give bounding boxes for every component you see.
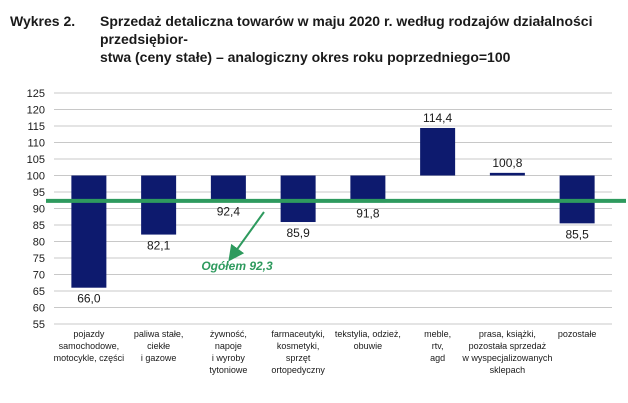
y-tick-label: 80 (33, 237, 45, 249)
title-line-2: stwa (ceny stałe) – analogiczny okres ro… (100, 49, 511, 65)
y-tick-label: 85 (33, 220, 45, 232)
y-tick-label: 105 (27, 154, 45, 166)
category-label: samochodowe, (59, 341, 120, 351)
category-label: kosmetyki, (277, 341, 320, 351)
category-label: pozostałe (558, 329, 597, 339)
category-label: sklepach (490, 365, 526, 375)
category-label: i wyroby (212, 353, 246, 363)
y-tick-label: 65 (33, 286, 45, 298)
category-label: pojazdy (73, 329, 105, 339)
data-label: 114,4 (423, 111, 452, 125)
bar (210, 175, 246, 201)
y-tick-label: 55 (33, 319, 45, 331)
category-label: tekstylia, odzież, (335, 329, 401, 339)
data-label: 66,0 (77, 292, 101, 306)
y-tick-label: 60 (33, 303, 45, 315)
category-label: ciekłe (147, 341, 170, 351)
average-arrow (228, 211, 265, 262)
category-label: napoje (215, 341, 242, 351)
bar (350, 175, 386, 203)
category-label: paliwa stałe, (134, 329, 184, 339)
y-tick-label: 70 (33, 270, 45, 282)
y-tick-label: 120 (27, 105, 45, 117)
data-label: 92,4 (217, 205, 241, 219)
category-label: pozostała sprzedaż (469, 341, 547, 351)
category-label: i gazowe (141, 353, 177, 363)
data-label: 85,5 (565, 227, 589, 241)
category-label: w wyspecjalizowanych (461, 353, 552, 363)
y-tick-label: 75 (33, 253, 45, 265)
average-label: Ogółem 92,3 (201, 259, 273, 273)
category-label: motocykle, części (54, 353, 125, 363)
data-label: 100,8 (492, 156, 522, 170)
category-label: agd (430, 353, 445, 363)
category-label: rtv, (432, 341, 444, 351)
bar (141, 175, 177, 235)
y-tick-label: 110 (27, 138, 45, 150)
bar (71, 175, 107, 288)
data-label: 91,8 (356, 207, 380, 221)
category-label: żywność, (210, 329, 247, 339)
category-label: farmaceutyki, (271, 329, 325, 339)
y-tick-label: 90 (33, 204, 45, 216)
y-tick-label: 115 (27, 121, 45, 133)
category-label: sprzęt (286, 353, 311, 363)
figure-label: Wykres 2. (10, 13, 76, 29)
category-label: meble, (424, 329, 451, 339)
bar (420, 127, 456, 176)
bar (280, 175, 316, 223)
bar (489, 172, 525, 176)
y-tick-label: 100 (27, 171, 45, 183)
category-label: obuwie (354, 341, 383, 351)
category-label: ortopedyczny (271, 365, 325, 375)
data-label: 82,1 (147, 239, 171, 253)
chart-title: Wykres 2. Sprzedaż detaliczna towarów w … (10, 12, 620, 66)
title-line-1: Sprzedaż detaliczna towarów w maju 2020 … (100, 13, 593, 47)
y-tick-label: 95 (33, 187, 45, 199)
data-label: 85,9 (286, 226, 310, 240)
y-tick-label: 125 (27, 88, 45, 100)
category-label: prasa, książki, (479, 329, 536, 339)
category-label: tytoniowe (209, 365, 247, 375)
